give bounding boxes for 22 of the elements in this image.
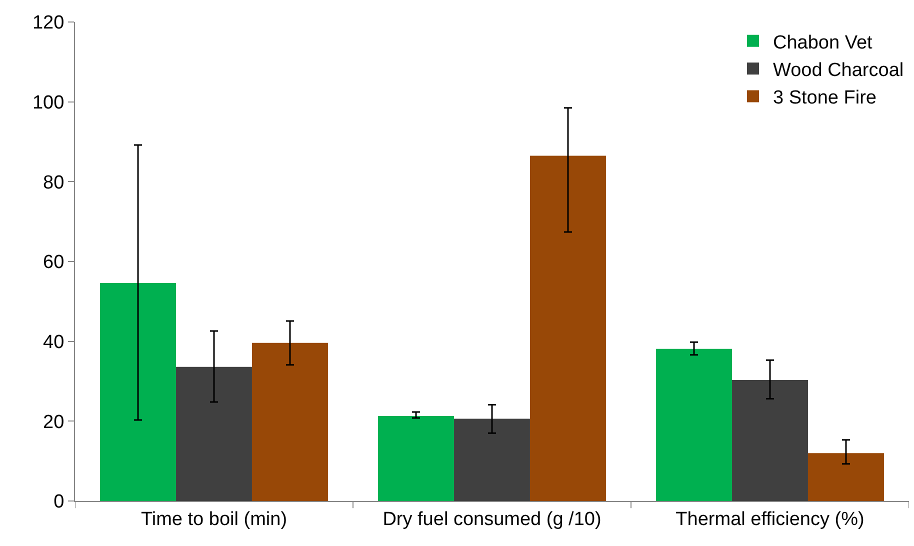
bar <box>530 156 606 501</box>
y-tick-label: 100 <box>32 92 64 114</box>
y-tick-label: 40 <box>43 332 64 353</box>
legend-label: 3 Stone Fire <box>773 88 876 109</box>
bar <box>100 283 176 501</box>
bar <box>454 418 530 501</box>
y-tick-label: 80 <box>43 172 64 194</box>
y-tick-label: 20 <box>43 412 64 433</box>
legend-label: Chabon Vet <box>773 32 874 54</box>
bar <box>656 348 732 501</box>
bar <box>808 453 884 501</box>
x-tick-label: Thermal efficiency (%) <box>676 508 864 530</box>
bar <box>176 366 252 501</box>
legend-label: Wood Charcoal <box>773 60 904 81</box>
bar <box>732 380 808 501</box>
bar <box>378 416 454 501</box>
y-tick-label: 120 <box>32 12 64 34</box>
x-tick-label: Time to boil (min) <box>140 508 288 530</box>
bar <box>252 342 328 501</box>
y-tick-label: 0 <box>54 492 64 513</box>
x-tick-label: Dry fuel consumed (g /10) <box>382 508 602 530</box>
y-tick-label: 60 <box>43 252 64 274</box>
